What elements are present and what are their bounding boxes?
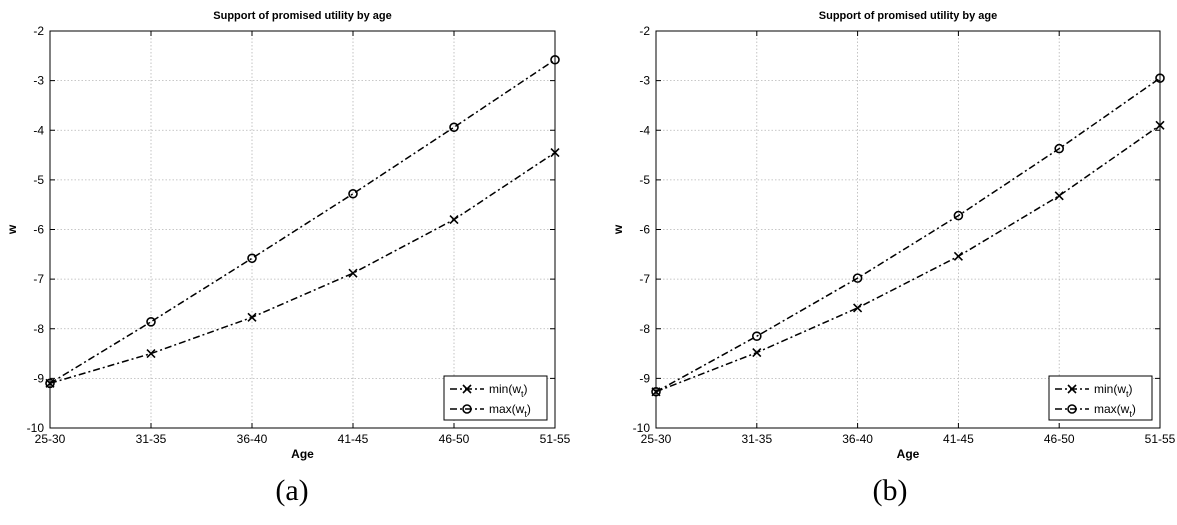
data-point-o [45,378,55,389]
chart-title: Support of promised utility by age [213,10,391,22]
legend-box [1048,375,1153,421]
x-tick-label: 25-30 [35,432,66,446]
data-point-o [1054,143,1064,154]
marker-stroke [348,268,358,278]
legend: min(wt) max(wt) [443,375,548,421]
data-point-o [1155,73,1165,83]
marker-stroke [1054,191,1064,201]
data-point-o [348,188,358,199]
y-axis-ticks: -10 -9 -8 -7 -6 -5 -4 -3 -2 [633,24,1160,435]
y-tick-label: -2 [639,24,650,38]
x-tick-label: 51-55 [540,432,571,446]
y-axis-label: w [5,224,19,235]
x-tick-label: 46-50 [439,432,470,446]
panel-caption: (b) [873,474,908,507]
data-point-x [348,268,358,278]
y-tick-label: -3 [33,74,44,88]
marker-stroke [449,215,459,225]
x-tick-label: 41-45 [943,432,974,446]
data-point-o [651,386,661,397]
chart-title: Support of promised utility by age [819,10,997,22]
x-tick-label: 31-35 [136,432,167,446]
data-point-x [953,251,963,261]
data-point-o [247,253,257,264]
y-axis-label: w [611,224,625,235]
x-tick-label: 41-45 [338,432,369,446]
x-tick-label: 46-50 [1044,432,1075,446]
marker-stroke [1155,120,1165,130]
data-point-o [462,404,472,414]
legend-label: min(wt) [489,382,528,399]
data-point-x [550,148,560,158]
x-axis-ticks: 25-30 31-35 36-40 41-45 46-50 51-55 [35,31,571,446]
y-tick-label: -4 [33,123,44,137]
series-line-x [655,124,1161,393]
data-point-o [146,317,156,327]
y-tick-label: -10 [633,421,651,435]
x-axis-label: Age [291,447,314,461]
series-line-o [49,59,556,384]
marker-stroke [853,303,863,313]
y-tick-label: -6 [33,223,44,237]
data-point-o [449,122,459,133]
y-axis-ticks: -10 -9 -8 -7 -6 -5 -4 -3 -2 [27,24,555,435]
x-tick-label: 25-30 [641,432,672,446]
panel-caption: (a) [275,474,308,507]
y-tick-label: -5 [33,173,44,187]
marker-stroke [247,312,257,322]
y-tick-label: -5 [639,173,650,187]
x-tick-label: 36-40 [842,432,873,446]
data-point-o [751,331,762,341]
data-point-x [853,303,863,313]
x-axis-label: Age [897,447,920,461]
data-point-x [1067,384,1077,394]
legend-label: max(wt) [489,402,531,419]
y-tick-label: -9 [639,371,650,385]
marker-stroke [752,348,762,358]
y-tick-label: -6 [639,223,650,237]
data-point-x [1054,191,1064,201]
series-layer [651,73,1165,397]
y-tick-label: -4 [639,123,650,137]
marker-stroke [146,348,156,359]
y-tick-label: -9 [33,371,44,385]
y-tick-label: -3 [639,74,650,88]
marker-stroke [462,384,472,394]
data-point-x [462,384,472,394]
marker-stroke [550,148,560,158]
marker-stroke [1067,384,1077,394]
y-tick-label: -2 [33,24,44,38]
legend-label: max(wt) [1094,402,1136,419]
y-tick-label: -7 [33,272,44,286]
data-point-o [1067,404,1077,414]
series-layer [45,54,560,389]
x-tick-label: 36-40 [237,432,268,446]
data-point-o [550,54,560,65]
data-point-o [953,210,964,221]
y-tick-label: -8 [33,322,44,336]
legend-label: min(wt) [1094,382,1133,399]
legend: min(wt) max(wt) [1048,375,1153,421]
data-point-x [449,215,459,225]
x-tick-label: 31-35 [741,432,772,446]
y-tick-label: -8 [639,322,650,336]
chart-panel-a: -10 -9 -8 -7 -6 -5 -4 -3 -2 25-30 31-35 36-40 41-45… [5,10,571,507]
data-point-o [852,273,863,283]
data-point-x [146,348,156,359]
data-point-x [1155,120,1165,130]
y-tick-label: -10 [27,421,45,435]
series-line-o [655,77,1161,393]
data-point-x [752,348,762,358]
x-axis-ticks: 25-30 31-35 36-40 41-45 46-50 51-55 [641,31,1176,446]
legend-box [443,375,548,421]
data-point-x [247,312,257,322]
marker-stroke [953,251,963,261]
chart-panel-b: -10 -9 -8 -7 -6 -5 -4 -3 -2 25-30 31-35 36-40 41-45… [611,10,1176,507]
y-tick-label: -7 [639,272,650,286]
x-tick-label: 51-55 [1145,432,1176,446]
